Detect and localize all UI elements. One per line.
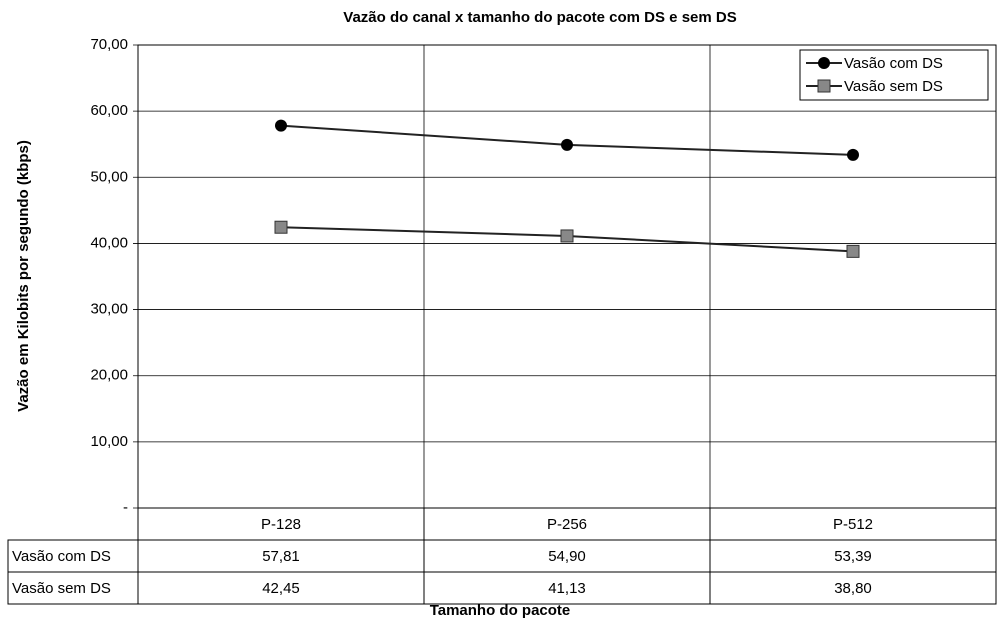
marker: [274, 220, 288, 234]
x-tick-label: P-128: [261, 516, 301, 533]
chart-title: Vazão do canal x tamanho do pacote com D…: [343, 9, 736, 26]
y-tick-label: 40,00: [90, 234, 128, 251]
x-axis-label: Tamanho do pacote: [430, 602, 571, 619]
table-value: 54,90: [548, 548, 586, 565]
y-tick-label: 50,00: [90, 168, 128, 185]
y-tick-label: 60,00: [90, 102, 128, 119]
x-tick-label: P-256: [547, 516, 587, 533]
legend-label: Vasão com DS: [844, 55, 943, 72]
y-axis-label: Vazão em Kilobits por segundo (kbps): [15, 140, 32, 412]
table-value: 38,80: [834, 580, 872, 597]
marker: [846, 244, 860, 258]
y-tick-label: 20,00: [90, 367, 128, 384]
legend: [799, 49, 989, 101]
y-tick-label: 10,00: [90, 433, 128, 450]
table-row-label: Vasão com DS: [12, 548, 111, 565]
table-value: 53,39: [834, 548, 872, 565]
y-tick-label: -: [123, 499, 128, 516]
table-value: 41,13: [548, 580, 586, 597]
plot-frame: [137, 44, 997, 509]
legend-marker: [818, 57, 830, 69]
x-tick-label: P-512: [833, 516, 873, 533]
marker: [275, 119, 287, 132]
table-row-label: Vasão sem DS: [12, 580, 111, 597]
y-tick-label: 30,00: [90, 301, 128, 318]
table-value: 42,45: [262, 580, 300, 597]
marker: [561, 138, 573, 151]
marker: [560, 229, 574, 243]
legend-marker: [817, 79, 831, 93]
legend-label: Vasão sem DS: [844, 78, 943, 95]
y-tick-label: 70,00: [90, 36, 128, 53]
table-value: 57,81: [262, 548, 300, 565]
marker: [847, 148, 859, 161]
